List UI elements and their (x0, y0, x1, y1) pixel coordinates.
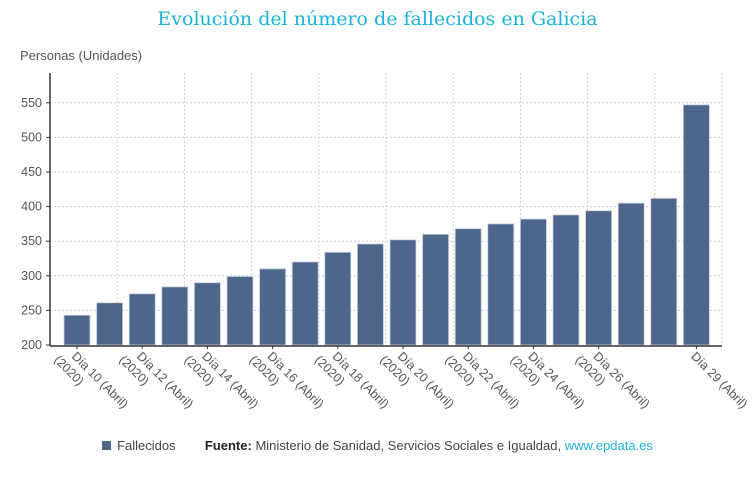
y-tick-label: 500 (21, 130, 42, 144)
bar (356, 243, 384, 346)
x-tick-label: Día 29 (Abril) (688, 349, 750, 411)
x-tick-label: Día 22 (Abril)(2020) (442, 342, 522, 422)
x-tick-label: Día 12 (Abril)(2020) (116, 342, 196, 422)
bar (422, 233, 450, 346)
x-tick-label: Día 16 (Abril)(2020) (247, 342, 327, 422)
x-tick-label: Día 18 (Abril)(2020) (312, 342, 392, 422)
bar (193, 282, 221, 346)
bar (487, 223, 515, 346)
y-axis-label: Personas (Unidades) (20, 48, 143, 63)
bar (520, 218, 547, 346)
y-tick-label: 550 (21, 96, 42, 110)
source-text: Ministerio de Sanidad, Servicios Sociale… (251, 438, 565, 453)
x-tick-label: Día 14 (Abril)(2020) (182, 342, 262, 422)
bar (585, 210, 612, 346)
bar-chart: 200 250 300 350 400 450 500 550 Día 10 (Abril)(2… (21, 73, 750, 422)
bar (454, 228, 482, 346)
y-tick-label: 450 (21, 165, 42, 179)
legend-series-label[interactable]: Fallecidos (117, 438, 176, 453)
bar (96, 302, 123, 346)
source-link[interactable]: www.epdata.es (564, 438, 653, 453)
bar (291, 261, 319, 346)
chart-title: Evolución del número de fallecidos en Ga… (157, 8, 598, 30)
x-tick-label: Día 26 (Abril)(2020) (573, 342, 653, 422)
bar (617, 202, 645, 346)
bar (63, 314, 91, 346)
legend-swatch (102, 441, 112, 450)
y-tick-label: 300 (21, 269, 42, 283)
bar (552, 214, 580, 346)
bar (259, 268, 287, 346)
bar (128, 293, 156, 346)
y-tick-label: 200 (21, 338, 42, 352)
bar (683, 104, 710, 346)
y-tick-label: 250 (21, 303, 42, 317)
source-label: Fuente: (204, 438, 252, 453)
bar (324, 251, 352, 346)
bar (389, 239, 417, 346)
y-tick-label: 350 (21, 234, 42, 248)
y-tick-label: 400 (21, 200, 42, 214)
x-tick-label: Día 10 (Abril)(2020) (51, 342, 131, 422)
bar (650, 197, 678, 346)
legend: Fallecidos Fuente: Ministerio de Sanidad… (0, 438, 755, 453)
x-tick-label: Día 24 (Abril)(2020) (508, 342, 588, 422)
x-tick-label: Día 20 (Abril)(2020) (377, 342, 457, 422)
bar (161, 286, 189, 346)
bar (226, 276, 254, 346)
